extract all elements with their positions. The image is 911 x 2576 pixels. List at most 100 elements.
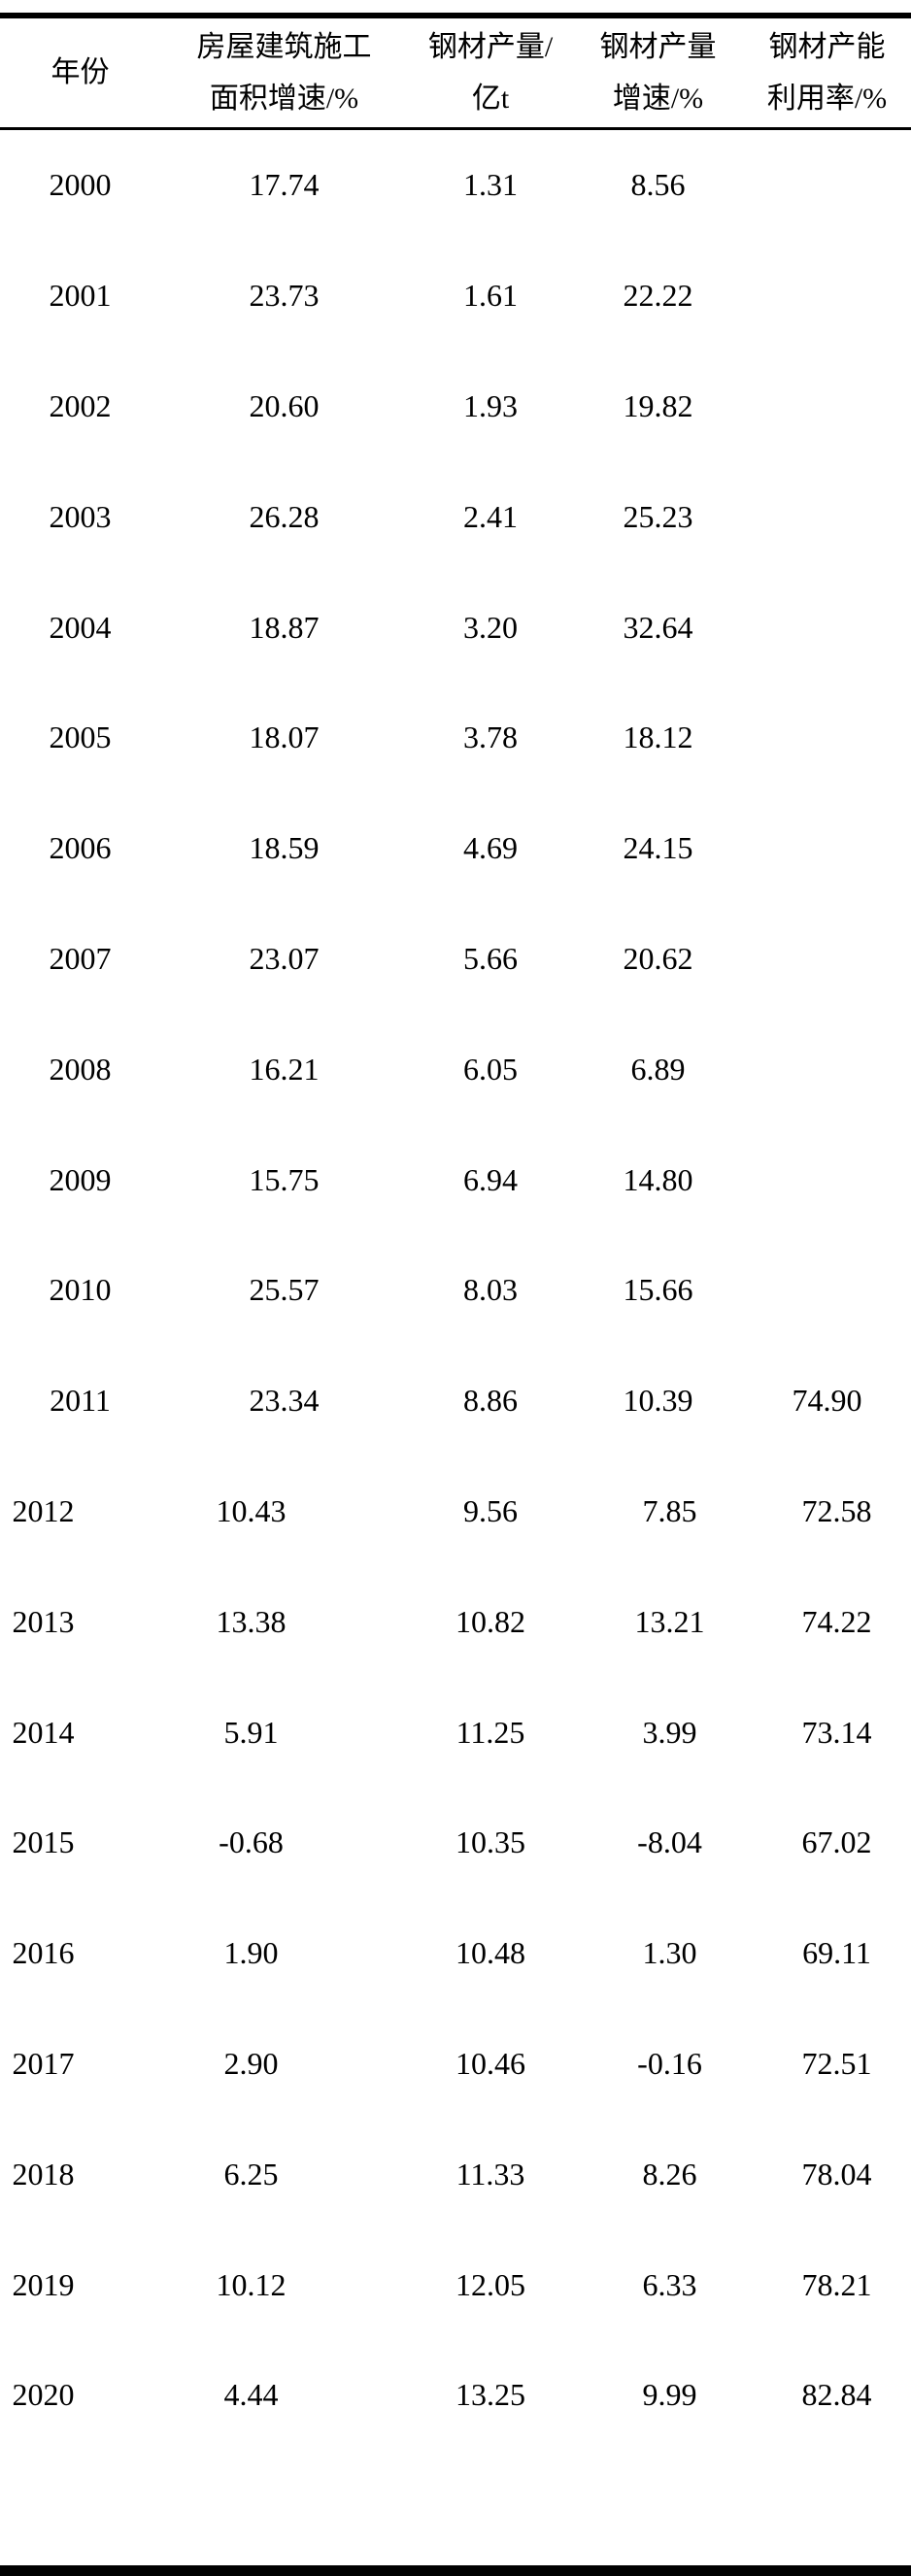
cell-steel-output-growth: 15.66 [623, 1272, 693, 1308]
cell-steel-output-growth: 6.33 [642, 2266, 697, 2302]
col-header-capacity-utilization: 钢材产能 利用率/% [743, 18, 911, 130]
table-row: 2012 10.43 9.56 7.85 72.58 [0, 1456, 911, 1567]
cell-floor-area-growth: 26.28 [249, 498, 320, 534]
col-header-steel-output-line2: 亿t [471, 82, 510, 115]
cell-year: 2014 [12, 1714, 75, 1750]
table-row: 2005 18.07 3.78 18.12 [0, 683, 911, 793]
cell-steel-output: 10.46 [456, 2045, 525, 2081]
table-bottom-rule [0, 2565, 911, 2576]
table-row: 2007 23.07 5.66 20.62 [0, 904, 911, 1015]
cell-capacity-utilization: 67.02 [801, 1824, 872, 1860]
cell-year: 2020 [12, 2377, 75, 2413]
cell-steel-output-growth: -0.16 [637, 2045, 702, 2081]
table-row: 2019 10.12 12.05 6.33 78.21 [0, 2229, 911, 2340]
cell-steel-output: 11.33 [456, 2156, 525, 2191]
cell-capacity-utilization [743, 241, 911, 351]
table-row: 2001 23.73 1.61 22.22 [0, 241, 911, 351]
cell-steel-output-growth: 18.12 [623, 719, 693, 755]
cell-steel-output-growth: 22.22 [623, 278, 693, 314]
cell-steel-output: 8.86 [463, 1383, 518, 1419]
cell-floor-area-growth: 18.07 [249, 719, 320, 755]
cell-steel-output-growth: 10.39 [623, 1383, 693, 1419]
header-row: 年份 房屋建筑施工 面积增速/% 钢材产量/ 亿t [0, 18, 911, 130]
data-table: 年份 房屋建筑施工 面积增速/% 钢材产量/ 亿t [0, 18, 911, 2451]
cell-steel-output: 11.25 [456, 1714, 525, 1750]
cell-steel-output-growth: -8.04 [637, 1824, 702, 1860]
cell-year: 2012 [12, 1492, 75, 1528]
cell-floor-area-growth: -0.68 [219, 1824, 284, 1860]
cell-steel-output: 10.35 [456, 1824, 525, 1860]
table-row: 2006 18.59 4.69 24.15 [0, 793, 911, 904]
col-header-capacity-utilization-line2: 利用率/% [766, 82, 888, 115]
cell-floor-area-growth: 10.12 [216, 2266, 287, 2302]
cell-capacity-utilization: 74.90 [792, 1383, 862, 1419]
cell-year: 2008 [49, 1051, 112, 1087]
cell-year: 2002 [49, 387, 112, 423]
cell-year: 2001 [49, 278, 112, 314]
cell-floor-area-growth: 13.38 [216, 1603, 287, 1639]
cell-floor-area-growth: 18.59 [249, 830, 320, 866]
cell-steel-output-growth: 1.30 [642, 1935, 697, 1971]
col-header-floor-area-growth-line2: 面积增速/% [209, 82, 359, 115]
table-row: 2013 13.38 10.82 13.21 74.22 [0, 1566, 911, 1677]
cell-steel-output-growth: 25.23 [623, 498, 693, 534]
table-row: 2000 17.74 1.31 8.56 [0, 129, 911, 241]
cell-year: 2010 [49, 1272, 112, 1308]
cell-steel-output: 10.48 [456, 1935, 525, 1971]
cell-capacity-utilization: 69.11 [802, 1935, 871, 1971]
cell-floor-area-growth: 6.25 [223, 2156, 279, 2191]
table-row: 2002 20.60 1.93 19.82 [0, 351, 911, 462]
table-row: 2018 6.25 11.33 8.26 78.04 [0, 2119, 911, 2229]
cell-steel-output-growth: 8.26 [642, 2156, 697, 2191]
cell-year: 2016 [12, 1935, 75, 1971]
cell-capacity-utilization [743, 1124, 911, 1235]
col-header-year-label: 年份 [51, 56, 110, 88]
cell-steel-output-growth: 19.82 [623, 387, 693, 423]
cell-floor-area-growth: 20.60 [249, 387, 320, 423]
cell-steel-output-growth: 24.15 [623, 830, 693, 866]
cell-steel-output-growth: 6.89 [630, 1051, 686, 1087]
cell-year: 2003 [49, 498, 112, 534]
table-row: 2017 2.90 10.46 -0.16 72.51 [0, 2009, 911, 2120]
table-row: 2009 15.75 6.94 14.80 [0, 1124, 911, 1235]
cell-capacity-utilization [743, 1235, 911, 1346]
cell-year: 2013 [12, 1603, 75, 1639]
cell-floor-area-growth: 16.21 [249, 1051, 320, 1087]
col-header-steel-output: 钢材产量/ 亿t [408, 18, 573, 130]
cell-capacity-utilization: 72.58 [801, 1492, 872, 1528]
table-top-rule [0, 13, 911, 18]
cell-steel-output: 8.03 [463, 1272, 518, 1308]
cell-year: 2019 [12, 2266, 75, 2302]
cell-steel-output-growth: 14.80 [623, 1161, 693, 1197]
cell-capacity-utilization [743, 572, 911, 683]
cell-steel-output-growth: 7.85 [642, 1492, 697, 1528]
cell-steel-output: 1.61 [463, 278, 518, 314]
cell-floor-area-growth: 25.57 [249, 1272, 320, 1308]
cell-floor-area-growth: 23.73 [249, 278, 320, 314]
cell-year: 2011 [50, 1383, 111, 1419]
cell-steel-output-growth: 3.99 [642, 1714, 697, 1750]
cell-steel-output: 1.93 [463, 387, 518, 423]
cell-steel-output: 10.82 [456, 1603, 525, 1639]
col-header-year: 年份 [0, 18, 160, 130]
table-row: 2014 5.91 11.25 3.99 73.14 [0, 1677, 911, 1788]
cell-floor-area-growth: 4.44 [223, 2377, 279, 2413]
cell-capacity-utilization: 72.51 [801, 2045, 872, 2081]
table-row: 2004 18.87 3.20 32.64 [0, 572, 911, 683]
cell-year: 2017 [12, 2045, 75, 2081]
cell-steel-output: 6.94 [463, 1161, 518, 1197]
cell-steel-output-growth: 8.56 [630, 167, 686, 203]
cell-steel-output-growth: 32.64 [623, 609, 693, 645]
table-row: 2010 25.57 8.03 15.66 [0, 1235, 911, 1346]
table-row: 2008 16.21 6.05 6.89 [0, 1014, 911, 1124]
cell-steel-output: 2.41 [463, 498, 518, 534]
cell-capacity-utilization [743, 904, 911, 1015]
cell-steel-output-growth: 20.62 [623, 940, 693, 976]
cell-steel-output: 13.25 [456, 2377, 525, 2413]
cell-year: 2005 [49, 719, 112, 755]
cell-capacity-utilization [743, 1014, 911, 1124]
cell-floor-area-growth: 18.87 [249, 609, 320, 645]
cell-steel-output: 4.69 [463, 830, 518, 866]
col-header-steel-output-growth-line2: 增速/% [612, 82, 704, 115]
